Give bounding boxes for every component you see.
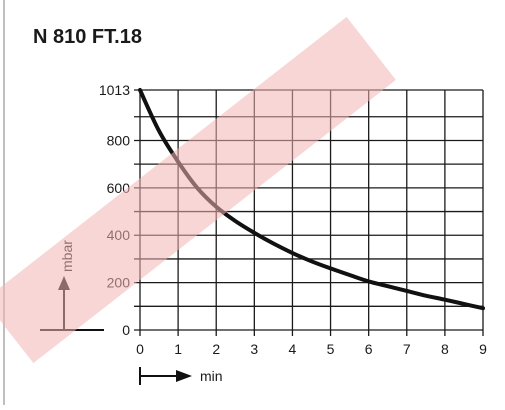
frame-border <box>3 0 5 405</box>
y-tick-label: 0 <box>122 322 130 338</box>
x-tick-label: 7 <box>403 341 411 357</box>
x-tick-label: 6 <box>365 341 373 357</box>
x-axis-ticks: 0 1 2 3 4 5 6 7 8 9 <box>136 341 487 357</box>
x-tick-label: 2 <box>212 341 220 357</box>
chart-title: N 810 FT.18 <box>33 26 142 48</box>
x-tick-label: 4 <box>289 341 297 357</box>
y-tick-label: 1013 <box>99 82 130 98</box>
x-tick-label: 0 <box>136 341 144 357</box>
x-tick-label: 5 <box>327 341 335 357</box>
x-tick-label: 9 <box>479 341 487 357</box>
x-tick-label: 8 <box>441 341 449 357</box>
x-tick-label: 1 <box>174 341 182 357</box>
x-tick-label: 3 <box>250 341 258 357</box>
x-axis-label: min <box>200 368 223 384</box>
y-tick-label: 800 <box>107 132 131 148</box>
x-axis-arrow <box>139 367 192 385</box>
